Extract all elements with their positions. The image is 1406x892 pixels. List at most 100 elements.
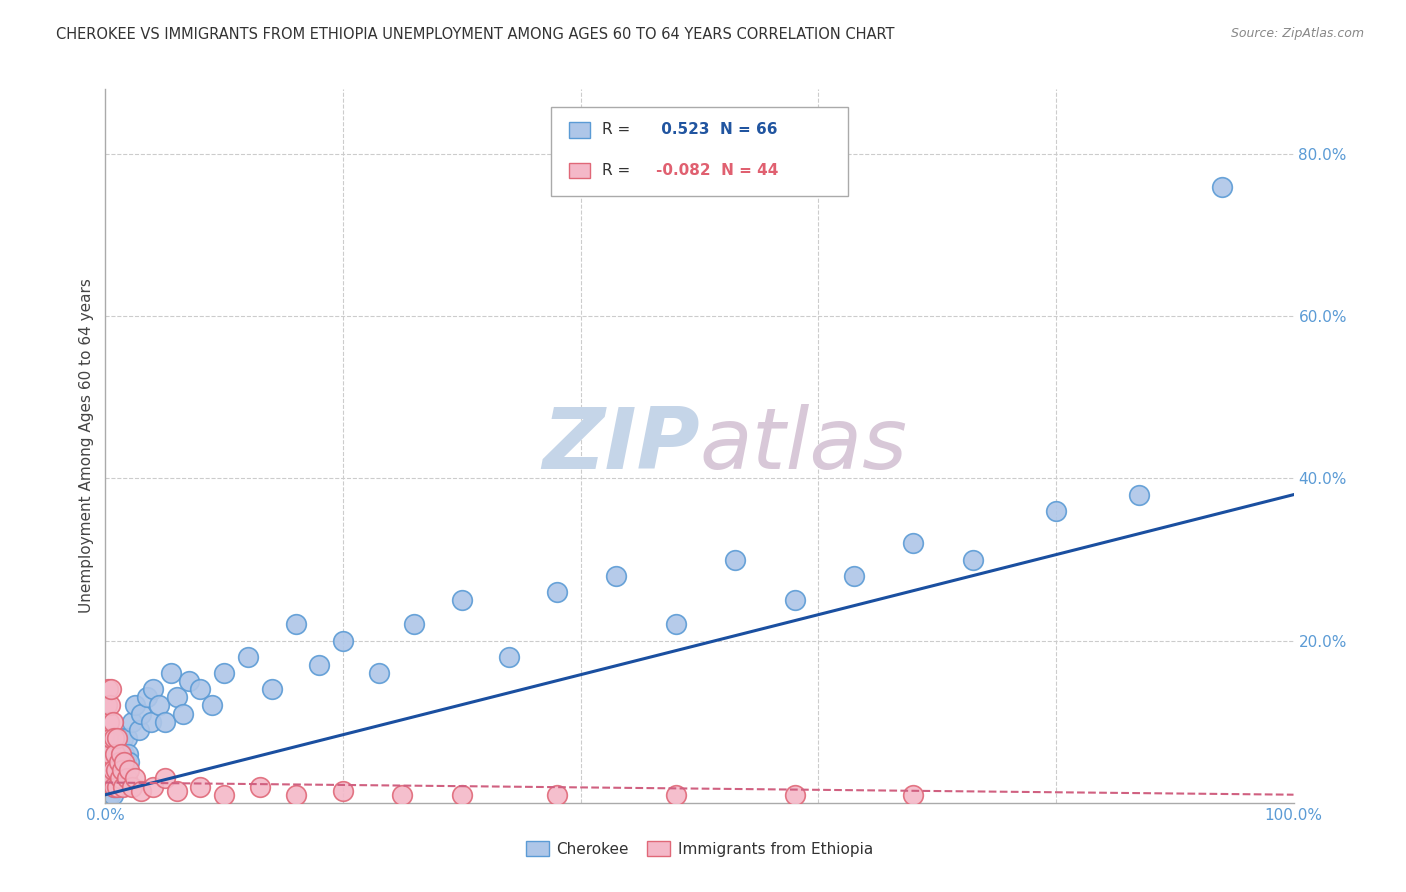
- Point: [98, 772, 121, 786]
- Point: [166, 783, 188, 797]
- Point: [1045, 504, 1067, 518]
- Point: [115, 731, 138, 745]
- Point: [103, 780, 125, 794]
- Point: [391, 788, 413, 802]
- Point: [284, 788, 307, 802]
- Point: [105, 764, 128, 778]
- Point: [332, 633, 354, 648]
- Point: [367, 666, 389, 681]
- Point: [107, 756, 129, 770]
- Point: [214, 788, 236, 802]
- Point: [98, 788, 121, 802]
- Point: [112, 780, 135, 794]
- Point: [201, 698, 224, 713]
- Point: [115, 772, 138, 786]
- Point: [96, 747, 118, 761]
- Point: [103, 731, 125, 745]
- Y-axis label: Unemployment Among Ages 60 to 64 years: Unemployment Among Ages 60 to 64 years: [79, 278, 94, 614]
- Point: [107, 756, 129, 770]
- Point: [114, 759, 136, 773]
- Point: [962, 552, 984, 566]
- Point: [105, 731, 128, 745]
- Point: [100, 772, 122, 786]
- Point: [605, 568, 627, 582]
- Point: [98, 747, 121, 761]
- Point: [103, 764, 125, 778]
- Point: [101, 764, 124, 778]
- Point: [100, 780, 122, 794]
- Text: -0.082  N = 44: -0.082 N = 44: [655, 163, 778, 178]
- Point: [177, 674, 200, 689]
- Point: [101, 788, 124, 802]
- Point: [308, 657, 330, 672]
- Point: [450, 593, 472, 607]
- Point: [498, 649, 520, 664]
- Point: [214, 666, 236, 681]
- Text: R =: R =: [602, 163, 630, 178]
- Point: [121, 780, 143, 794]
- Point: [450, 788, 472, 802]
- Legend: Cherokee, Immigrants from Ethiopia: Cherokee, Immigrants from Ethiopia: [520, 835, 879, 863]
- Point: [404, 617, 426, 632]
- Text: CHEROKEE VS IMMIGRANTS FROM ETHIOPIA UNEMPLOYMENT AMONG AGES 60 TO 64 YEARS CORR: CHEROKEE VS IMMIGRANTS FROM ETHIOPIA UNE…: [56, 27, 894, 42]
- Point: [153, 714, 176, 729]
- Point: [142, 682, 165, 697]
- Point: [284, 617, 307, 632]
- Point: [98, 764, 121, 778]
- Point: [118, 764, 141, 778]
- Point: [783, 788, 806, 802]
- Point: [546, 788, 568, 802]
- FancyBboxPatch shape: [569, 122, 589, 137]
- Point: [100, 682, 122, 697]
- Text: R =: R =: [602, 122, 630, 137]
- FancyBboxPatch shape: [551, 107, 848, 196]
- Point: [101, 714, 124, 729]
- Point: [1128, 488, 1150, 502]
- Point: [129, 706, 152, 721]
- Point: [112, 756, 135, 770]
- Point: [100, 756, 122, 770]
- Text: 0.523  N = 66: 0.523 N = 66: [655, 122, 778, 137]
- Point: [665, 617, 688, 632]
- Point: [104, 747, 127, 761]
- Point: [97, 788, 120, 802]
- Point: [108, 772, 131, 786]
- Point: [129, 783, 152, 797]
- Point: [97, 731, 120, 745]
- Point: [110, 747, 132, 761]
- Point: [96, 780, 118, 794]
- Point: [124, 698, 146, 713]
- Point: [190, 682, 212, 697]
- Point: [100, 731, 122, 745]
- Point: [842, 568, 865, 582]
- Point: [783, 593, 806, 607]
- Point: [118, 756, 141, 770]
- Point: [236, 649, 259, 664]
- Point: [117, 747, 139, 761]
- Point: [105, 780, 128, 794]
- Point: [97, 772, 120, 786]
- Point: [104, 772, 127, 786]
- Text: Source: ZipAtlas.com: Source: ZipAtlas.com: [1230, 27, 1364, 40]
- Point: [105, 780, 128, 794]
- Point: [101, 772, 124, 786]
- Text: ZIP: ZIP: [541, 404, 700, 488]
- Point: [166, 690, 188, 705]
- Point: [96, 698, 118, 713]
- Point: [98, 780, 121, 794]
- Point: [108, 772, 131, 786]
- Point: [136, 690, 159, 705]
- Point: [110, 764, 132, 778]
- Point: [190, 780, 212, 794]
- Point: [148, 698, 170, 713]
- FancyBboxPatch shape: [569, 162, 589, 178]
- Point: [142, 780, 165, 794]
- Point: [105, 764, 128, 778]
- Point: [903, 536, 925, 550]
- Point: [665, 788, 688, 802]
- Point: [121, 714, 143, 729]
- Point: [98, 764, 121, 778]
- Point: [111, 764, 134, 778]
- Point: [128, 723, 150, 737]
- Point: [172, 706, 194, 721]
